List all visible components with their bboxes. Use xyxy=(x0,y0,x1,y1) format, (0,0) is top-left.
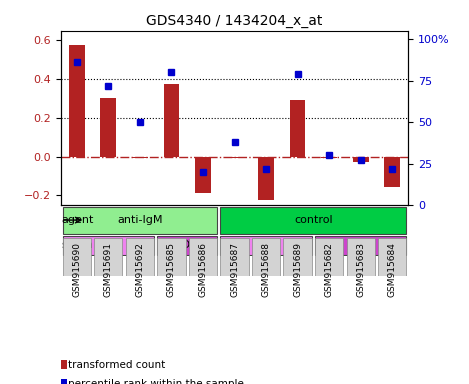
Bar xyxy=(347,238,375,276)
Bar xyxy=(157,236,217,255)
Bar xyxy=(220,207,407,233)
Text: NR4: NR4 xyxy=(97,240,120,250)
Bar xyxy=(258,157,274,200)
Bar xyxy=(195,157,211,194)
Text: GSM915688: GSM915688 xyxy=(262,242,271,297)
Bar xyxy=(62,236,154,255)
Text: NOD: NOD xyxy=(348,240,373,250)
Text: NOD: NOD xyxy=(174,240,200,250)
Text: control: control xyxy=(294,215,333,225)
Text: GSM915687: GSM915687 xyxy=(230,242,239,297)
Bar xyxy=(189,238,217,276)
Bar xyxy=(157,238,186,276)
Bar xyxy=(378,238,407,276)
Text: agent: agent xyxy=(61,215,94,225)
Bar xyxy=(252,238,280,276)
Bar xyxy=(100,98,116,157)
Title: GDS4340 / 1434204_x_at: GDS4340 / 1434204_x_at xyxy=(146,14,323,28)
Bar xyxy=(290,99,305,157)
Text: percentile rank within the sample: percentile rank within the sample xyxy=(68,379,244,384)
Bar xyxy=(315,238,343,276)
Text: GSM915683: GSM915683 xyxy=(356,242,365,297)
Text: GSM915691: GSM915691 xyxy=(104,242,113,297)
Bar xyxy=(126,238,154,276)
Bar xyxy=(69,45,84,157)
Bar xyxy=(353,157,369,162)
Text: GSM915689: GSM915689 xyxy=(293,242,302,297)
Text: strain: strain xyxy=(61,240,93,250)
Text: NR4: NR4 xyxy=(254,240,278,250)
Bar xyxy=(62,207,217,233)
Text: transformed count: transformed count xyxy=(68,360,165,370)
Text: GSM915692: GSM915692 xyxy=(136,242,144,297)
Bar xyxy=(283,238,312,276)
Text: GSM915690: GSM915690 xyxy=(72,242,81,297)
Bar xyxy=(62,238,91,276)
Bar xyxy=(164,84,179,157)
Bar xyxy=(220,236,312,255)
Text: GSM915686: GSM915686 xyxy=(198,242,207,297)
Bar xyxy=(385,157,400,187)
Bar xyxy=(220,238,249,276)
Bar xyxy=(315,236,407,255)
Text: anti-IgM: anti-IgM xyxy=(117,215,163,225)
Bar xyxy=(94,238,122,276)
Text: GSM915685: GSM915685 xyxy=(167,242,176,297)
Text: GSM915682: GSM915682 xyxy=(325,242,333,297)
Text: GSM915684: GSM915684 xyxy=(388,242,397,297)
